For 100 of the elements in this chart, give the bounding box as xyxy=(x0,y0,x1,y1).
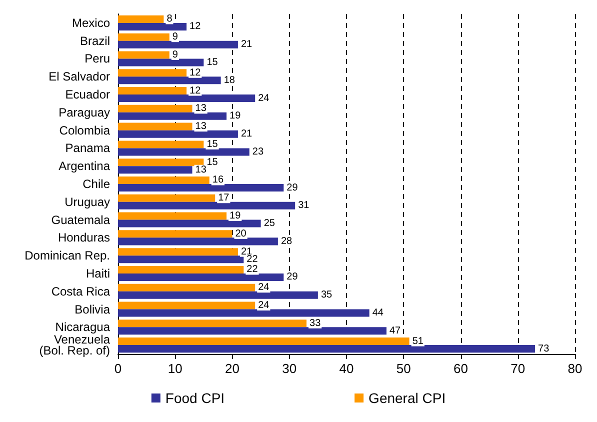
bar xyxy=(118,327,386,335)
y-tick-label: Chile xyxy=(82,177,110,191)
y-tick-label: Panama xyxy=(65,141,110,156)
bar xyxy=(118,158,204,166)
bar xyxy=(118,338,410,346)
data-label: 17 xyxy=(218,192,230,204)
data-label: 13 xyxy=(195,164,207,176)
bar xyxy=(118,76,221,84)
data-label: 35 xyxy=(320,290,332,301)
y-tick-label: Uruguay xyxy=(64,194,110,209)
bar xyxy=(118,273,284,281)
x-tick-label: 30 xyxy=(282,361,297,376)
data-label: 16 xyxy=(212,174,224,186)
data-label: 47 xyxy=(389,325,402,336)
bar xyxy=(118,291,318,299)
data-label: 51 xyxy=(412,336,424,347)
data-label: 20 xyxy=(235,228,247,240)
data-label: 24 xyxy=(258,92,270,104)
bar xyxy=(118,104,192,112)
y-tick-label: Argentina xyxy=(58,159,110,174)
bar xyxy=(118,33,170,41)
bar xyxy=(118,22,187,30)
y-tick-label: Paraguay xyxy=(58,105,110,120)
y-tick-label: Brazil xyxy=(80,34,110,48)
data-label: 21 xyxy=(240,39,253,50)
data-label: 15 xyxy=(206,156,218,168)
bar xyxy=(118,122,192,130)
data-label: 73 xyxy=(538,343,550,354)
bar xyxy=(118,176,210,184)
bar xyxy=(118,184,284,192)
x-tick-label: 0 xyxy=(114,361,122,376)
y-tick-label: Bolivia xyxy=(74,302,110,316)
bar xyxy=(118,202,296,210)
data-label: 23 xyxy=(252,146,264,158)
y-tick-label: Mexico xyxy=(72,16,110,30)
data-label: 24 xyxy=(258,300,270,312)
data-label: 13 xyxy=(195,121,207,132)
bar xyxy=(118,248,238,256)
x-tick-label: 70 xyxy=(510,361,526,376)
bar xyxy=(118,284,256,292)
data-label: 31 xyxy=(298,200,310,212)
y-tick-label: El Salvador xyxy=(48,70,110,84)
data-label: 18 xyxy=(224,74,236,86)
bar xyxy=(118,194,216,202)
data-label: 33 xyxy=(310,318,322,329)
data-label: 8 xyxy=(166,14,173,25)
legend-label: Food CPI xyxy=(165,390,225,406)
data-label: 22 xyxy=(246,254,258,265)
bar xyxy=(118,212,227,220)
y-tick-label: Haiti xyxy=(86,266,110,280)
x-tick-label: 20 xyxy=(225,361,240,376)
bar xyxy=(118,256,244,264)
data-label: 15 xyxy=(206,138,218,150)
data-label: 12 xyxy=(190,67,202,78)
y-tick-label: Colombia xyxy=(59,123,110,138)
data-label: 15 xyxy=(206,56,218,68)
bar xyxy=(118,51,170,59)
y-tick-label: Peru xyxy=(84,52,110,66)
data-label: 24 xyxy=(258,282,270,294)
bar xyxy=(118,238,278,246)
data-label: 9 xyxy=(172,49,178,60)
x-tick-label: 60 xyxy=(454,361,468,376)
bar xyxy=(118,130,238,138)
bar xyxy=(118,166,192,174)
bar xyxy=(118,140,204,148)
legend-label: General CPI xyxy=(368,390,446,406)
x-tick-label: 10 xyxy=(168,361,182,376)
y-tick-label: Venezuela (Bol. Rep. of) xyxy=(39,332,110,358)
data-label: 13 xyxy=(195,103,207,114)
y-tick-label: Dominican Rep. xyxy=(24,248,110,263)
data-label: 21 xyxy=(240,128,253,140)
bar xyxy=(118,40,238,48)
y-tick-label: Ecuador xyxy=(65,88,110,102)
y-tick-label: Nicaragua xyxy=(55,320,110,334)
data-label: 25 xyxy=(264,218,276,230)
data-label: 22 xyxy=(246,264,258,276)
bar xyxy=(118,112,227,120)
data-label: 12 xyxy=(190,85,202,96)
bar xyxy=(118,320,307,328)
bar xyxy=(118,309,370,317)
y-tick-label: Costa Rica xyxy=(51,284,110,298)
y-tick-label: Honduras xyxy=(58,230,110,245)
data-label: 19 xyxy=(230,110,242,122)
data-label: 12 xyxy=(190,21,202,32)
data-label: 29 xyxy=(286,182,298,194)
x-tick-label: 50 xyxy=(396,361,411,376)
bar xyxy=(118,94,256,102)
bar xyxy=(118,58,204,66)
y-tick-label: Guatemala xyxy=(51,212,110,227)
data-label: 9 xyxy=(172,32,178,43)
data-label: 29 xyxy=(286,272,298,283)
bar xyxy=(118,69,187,77)
data-label: 28 xyxy=(280,236,293,247)
x-tick-label: 40 xyxy=(339,361,354,376)
bar xyxy=(118,266,244,274)
bar xyxy=(118,302,256,310)
data-label: 19 xyxy=(230,210,242,222)
x-tick-label: 80 xyxy=(568,361,582,376)
bar xyxy=(118,230,232,238)
data-label: 44 xyxy=(372,308,384,319)
